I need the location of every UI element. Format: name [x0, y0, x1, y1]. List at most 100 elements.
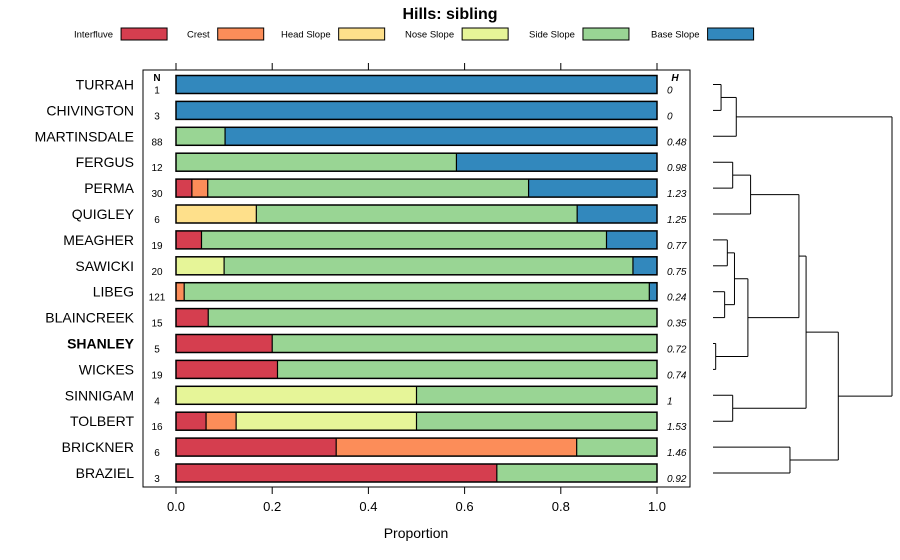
h-label-13: 1.53: [667, 422, 687, 433]
h-label-5: 1.25: [667, 215, 687, 226]
legend-swatch-0: [120, 27, 168, 41]
bar-segment-13-0: [176, 412, 207, 431]
bar-segment-4-4: [207, 179, 529, 198]
x-axis-label: Proportion: [384, 525, 449, 541]
x-tick-label-1: 0.2: [263, 499, 281, 514]
n-label-8: 121: [149, 293, 166, 304]
bar-segment-6-0: [176, 230, 202, 249]
row-label-9: BLAINCREEK: [45, 310, 134, 326]
n-label-4: 30: [151, 189, 163, 200]
x-tick-label-5: 1.0: [648, 499, 666, 514]
bar-outline-8: [175, 281, 658, 302]
bar-segment-3-5: [456, 153, 657, 172]
h-label-6: 0.77: [667, 241, 687, 252]
n-label-3: 12: [151, 163, 163, 174]
bar-segment-2-4: [176, 127, 226, 146]
x-axis: 0.0 0.2 0.4 0.6 0.8 1.0: [167, 63, 666, 514]
legend-swatch-4: [582, 27, 630, 41]
bar-outline-9: [175, 307, 658, 328]
bar-segment-8-1: [176, 282, 185, 301]
bar-segment-5-2: [176, 205, 257, 223]
bar-outline-2: [175, 126, 658, 147]
n-label-10: 5: [154, 345, 160, 356]
bar-segment-3-4: [176, 153, 457, 172]
row-label-13: TOLBERT: [70, 413, 135, 429]
h-label-8: 0.24: [667, 293, 687, 304]
row-label-5: QUIGLEY: [72, 206, 135, 222]
h-label-14: 1.46: [667, 448, 687, 459]
bar-segment-11-4: [277, 360, 657, 379]
dendrogram: [713, 84, 893, 474]
row-label-10: SHANLEY: [67, 336, 135, 352]
legend: Interfluve Crest Head Slope Nose Slope Side …: [74, 27, 755, 41]
legend-label-0: Interfluve: [74, 30, 113, 41]
bar-segment-10-4: [272, 334, 657, 353]
row-label-15: BRAZIEL: [76, 465, 135, 481]
bar-segment-7-5: [632, 256, 657, 275]
n-label-14: 6: [154, 448, 160, 459]
bar-segment-0-5: [176, 75, 657, 94]
x-tick-label-2: 0.4: [359, 499, 377, 514]
bar-outline-10: [175, 333, 658, 354]
bar-segment-14-1: [336, 438, 577, 457]
bar-segment-15-4: [496, 464, 657, 482]
plot-panel: [142, 69, 691, 488]
bar-segment-12-3: [176, 386, 417, 405]
bars-group: [175, 74, 658, 483]
n-labels: 1 3 88 12 30 6 19 20 121 15 5 19 4 16 6 3: [149, 86, 166, 486]
legend-label-4: Side Slope: [529, 30, 575, 41]
legend-label-3: Nose Slope: [405, 30, 454, 41]
bar-segment-4-1: [191, 179, 208, 198]
bar-segment-5-4: [256, 205, 578, 223]
h-label-1: 0: [667, 111, 673, 122]
bar-segment-6-5: [606, 230, 657, 249]
bar-outline-5: [175, 204, 658, 224]
n-label-12: 4: [154, 396, 160, 407]
n-label-1: 3: [154, 111, 160, 122]
row-label-14: BRICKNER: [62, 439, 134, 455]
h-label-12: 1: [667, 396, 673, 407]
bar-outline-13: [175, 411, 658, 431]
n-header: N: [153, 73, 160, 84]
bar-outline-4: [175, 178, 658, 198]
h-labels: 0 0 0.48 0.98 1.23 1.25 0.77 0.75 0.24 0.35 0.72 0.…: [667, 86, 687, 486]
row-label-3: FERGUS: [76, 154, 134, 170]
bar-segment-1-5: [176, 101, 657, 120]
h-label-0: 0: [667, 86, 673, 97]
legend-swatch-3: [461, 27, 509, 41]
row-label-2: MARTINSDALE: [35, 128, 134, 144]
h-label-4: 1.23: [667, 189, 687, 200]
h-label-3: 0.98: [667, 163, 687, 174]
row-label-0: TURRAH: [76, 77, 134, 93]
bar-segment-4-0: [176, 179, 192, 198]
row-label-8: LIBEG: [93, 284, 134, 300]
x-tick-label-0: 0.0: [167, 499, 185, 514]
legend-swatch-2: [338, 27, 386, 41]
row-label-6: MEAGHER: [63, 232, 134, 248]
row-label-1: CHIVINGTON: [46, 102, 134, 118]
bar-segment-4-5: [528, 179, 657, 198]
bar-outline-1: [175, 100, 658, 121]
n-label-9: 15: [151, 319, 163, 330]
bar-segment-13-1: [206, 412, 237, 431]
bar-outline-3: [175, 152, 658, 172]
row-labels: TURRAH CHIVINGTON MARTINSDALE FERGUS PERMA QU…: [35, 77, 135, 482]
h-header: H: [671, 73, 679, 84]
row-label-4: PERMA: [84, 180, 134, 196]
row-label-11: WICKES: [79, 361, 134, 377]
h-label-11: 0.74: [667, 370, 687, 381]
legend-label-2: Head Slope: [281, 30, 331, 41]
bar-outline-6: [175, 230, 658, 250]
bar-outline-14: [175, 437, 658, 457]
legend-swatch-1: [217, 27, 265, 41]
bar-segment-8-4: [184, 282, 650, 301]
h-label-15: 0.92: [667, 474, 687, 485]
bar-segment-15-0: [176, 464, 497, 482]
bar-outline-11: [175, 359, 658, 380]
n-label-7: 20: [151, 267, 163, 278]
bar-outline-0: [175, 74, 658, 95]
x-tick-label-4: 0.8: [552, 499, 570, 514]
legend-label-5: Base Slope: [651, 30, 700, 41]
row-label-7: SAWICKI: [75, 258, 134, 274]
row-label-12: SINNIGAM: [65, 387, 134, 403]
